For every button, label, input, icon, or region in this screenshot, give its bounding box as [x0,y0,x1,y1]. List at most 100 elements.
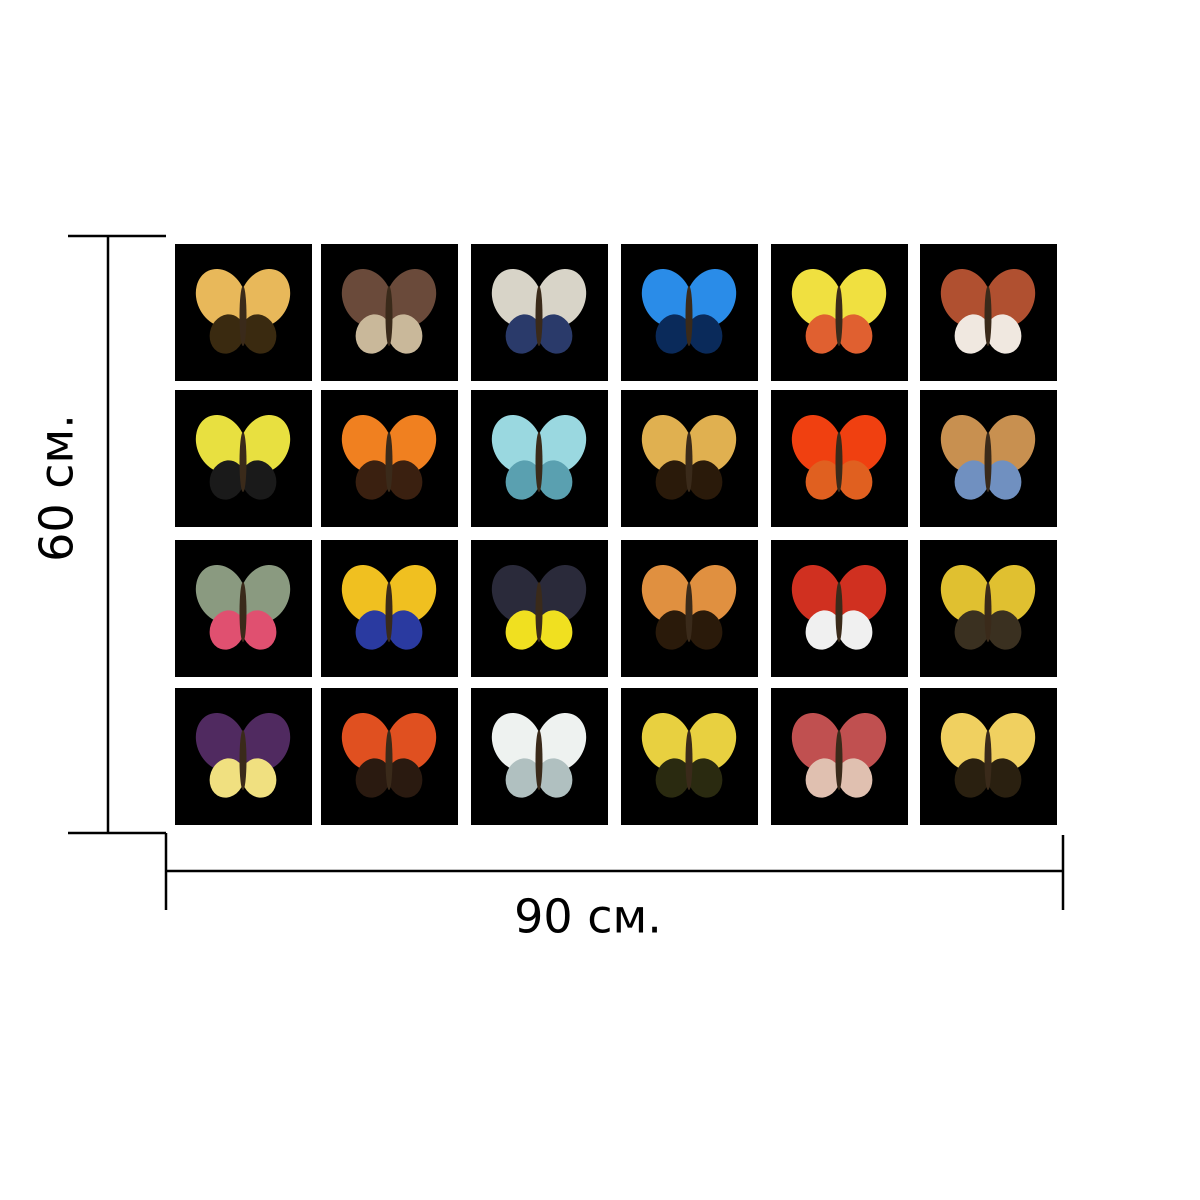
wing [537,758,573,798]
wing [685,564,737,624]
wing [505,610,541,650]
wing [984,268,1036,328]
wing [791,712,843,772]
wing [491,268,543,328]
body [685,582,693,642]
wing [537,610,573,650]
wing [835,712,887,772]
body [239,730,247,790]
wing [791,268,843,328]
wing [387,314,423,354]
wing [387,758,423,798]
wing [239,414,291,474]
body [685,730,693,790]
tile [621,540,758,677]
wing [195,564,247,624]
wing [241,314,277,354]
body [385,432,393,492]
wing [505,758,541,798]
body [535,730,543,790]
body [835,730,843,790]
wing [655,610,691,650]
wing [655,758,691,798]
wing [195,268,247,328]
wing [491,564,543,624]
body [385,730,393,790]
tile [175,244,312,381]
wing [239,712,291,772]
body [685,432,693,492]
wing [355,758,391,798]
wing [954,460,990,500]
wing [537,314,573,354]
wing [385,712,437,772]
wing [641,268,693,328]
wing [984,564,1036,624]
body [835,582,843,642]
wing [954,610,990,650]
body [984,730,992,790]
wing [940,564,992,624]
wing [535,414,587,474]
wing [209,314,245,354]
body [385,286,393,346]
body [835,432,843,492]
wing [241,460,277,500]
wing [491,414,543,474]
wing [954,314,990,354]
body [685,286,693,346]
body [535,286,543,346]
wing [835,564,887,624]
body [385,582,393,642]
wing [385,414,437,474]
wing [195,712,247,772]
wing [837,314,873,354]
wing [355,460,391,500]
wing [641,564,693,624]
wing [641,414,693,474]
wing [687,610,723,650]
wing [954,758,990,798]
wing [805,460,841,500]
wing [655,314,691,354]
tile [321,540,458,677]
width-label: 90 см. [514,890,662,944]
wing [535,712,587,772]
tile [771,390,908,527]
wing [986,610,1022,650]
body [984,286,992,346]
wing [239,268,291,328]
body [239,432,247,492]
tile [175,390,312,527]
wing [341,414,393,474]
tile [920,688,1057,825]
wing [986,314,1022,354]
wing [984,414,1036,474]
wing [387,610,423,650]
tile [471,244,608,381]
tile [771,540,908,677]
wing [341,268,393,328]
wing [685,712,737,772]
tile [471,688,608,825]
wing [940,414,992,474]
wing [940,712,992,772]
wing [805,314,841,354]
body [835,286,843,346]
wing [385,564,437,624]
wing [791,414,843,474]
wing [355,314,391,354]
wing [986,460,1022,500]
wing [986,758,1022,798]
tile [321,244,458,381]
wing [984,712,1036,772]
wing [805,758,841,798]
wing [505,460,541,500]
tile [621,390,758,527]
wing [491,712,543,772]
wing [195,414,247,474]
body [984,432,992,492]
wing [241,758,277,798]
body [239,286,247,346]
